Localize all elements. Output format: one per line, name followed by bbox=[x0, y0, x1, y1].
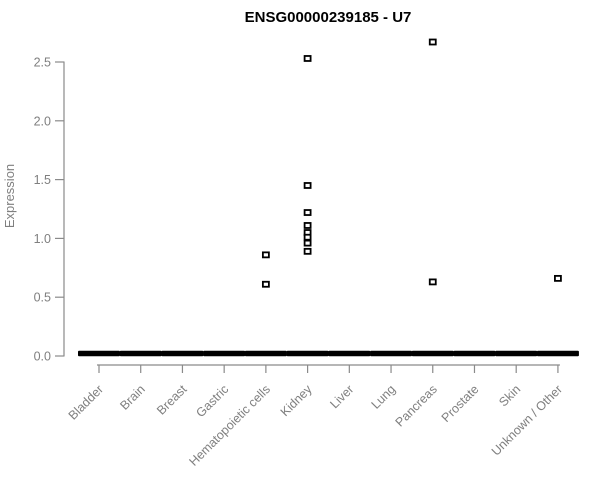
y-tick-label-1-0: 1.0 bbox=[34, 232, 51, 246]
zero-expression-dash bbox=[370, 350, 413, 357]
zero-expression-dash bbox=[78, 350, 120, 357]
data-point bbox=[261, 280, 270, 288]
y-tick-label-0-0: 0.0 bbox=[34, 350, 51, 364]
data-point bbox=[428, 38, 437, 46]
x-axis-label-breast: Breast bbox=[154, 382, 190, 418]
data-point bbox=[303, 222, 312, 229]
data-point bbox=[428, 278, 437, 286]
x-axis-label-gastric: Gastric bbox=[193, 382, 231, 420]
data-point bbox=[303, 55, 312, 62]
y-tick-label-2-0: 2.0 bbox=[34, 114, 51, 128]
y-tick-label-1-5: 1.5 bbox=[34, 173, 51, 187]
data-point bbox=[303, 209, 312, 216]
y-tick-label-0-5: 0.5 bbox=[34, 291, 51, 305]
y-tick-label-2-5: 2.5 bbox=[34, 56, 51, 70]
zero-expression-dash bbox=[161, 350, 204, 357]
y-axis-title: Expression bbox=[2, 164, 17, 228]
x-axis-label-bladder: Bladder bbox=[66, 382, 106, 422]
zero-expression-dash bbox=[495, 350, 538, 357]
data-point bbox=[303, 247, 312, 255]
data-point bbox=[554, 274, 562, 282]
zero-expression-dash bbox=[286, 350, 329, 357]
zero-expression-dash bbox=[453, 350, 496, 357]
x-axis-label-skin: Skin bbox=[496, 382, 523, 409]
data-point bbox=[303, 239, 312, 247]
x-axis-label-pancreas: Pancreas bbox=[393, 382, 440, 429]
x-axis-label-kidney: Kidney bbox=[278, 382, 315, 419]
zero-expression-dash bbox=[244, 350, 287, 357]
x-axis-label-liver: Liver bbox=[327, 382, 356, 411]
data-point bbox=[303, 233, 312, 241]
x-axis-label-hematopoietic-cells: Hematopoietic cells bbox=[186, 382, 273, 469]
chart-title: ENSG00000239185 - U7 bbox=[245, 9, 412, 26]
x-axis-label-lung: Lung bbox=[369, 382, 399, 412]
data-point bbox=[261, 251, 270, 259]
x-axis-label-prostate: Prostate bbox=[439, 382, 482, 425]
data-point bbox=[303, 182, 312, 189]
x-axis-label-brain: Brain bbox=[117, 382, 148, 413]
zero-expression-dash bbox=[328, 350, 371, 357]
zero-expression-dash bbox=[411, 350, 454, 357]
zero-expression-dash bbox=[203, 350, 246, 357]
zero-expression-dash bbox=[119, 350, 162, 357]
zero-expression-dash bbox=[536, 350, 579, 357]
x-axis-label-unknown-other: Unknown / Other bbox=[489, 382, 565, 458]
